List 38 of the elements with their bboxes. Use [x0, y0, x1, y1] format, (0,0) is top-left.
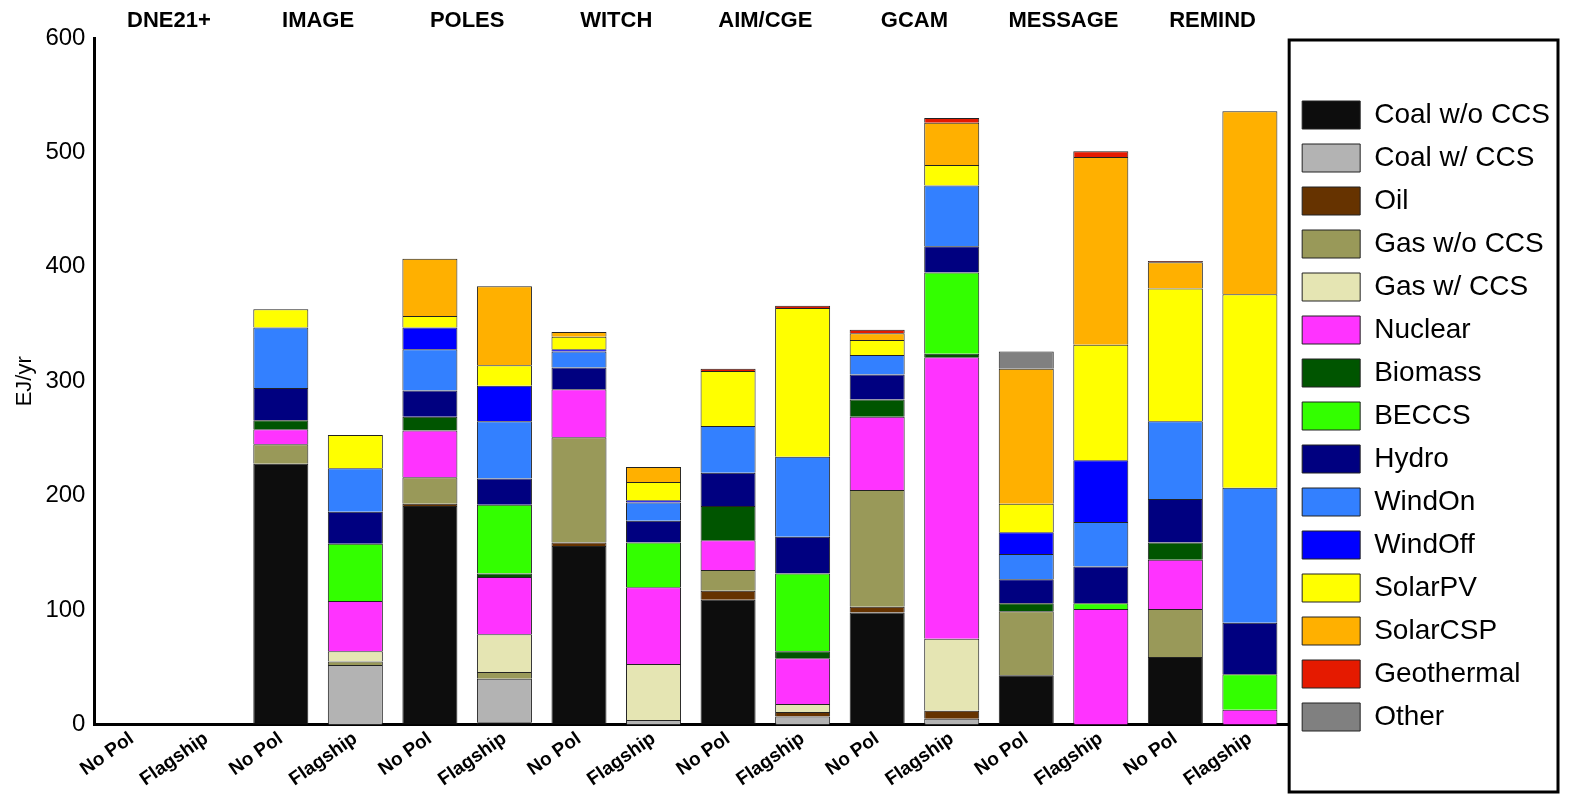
y-tick-label: 200: [45, 480, 86, 508]
legend-label: Hydro: [1374, 441, 1449, 473]
x-tick-label: No Pol: [970, 727, 1032, 779]
x-tick-label: No Pol: [373, 727, 436, 779]
legend-label: WindOff: [1374, 527, 1476, 559]
y-tick-label: 300: [45, 365, 86, 393]
y-axis-title: EJ/yr: [11, 356, 37, 407]
legend-label: Coal w/o CCS: [1374, 97, 1551, 129]
x-tick-label: No Pol: [821, 727, 883, 779]
legend-label: WindOn: [1374, 484, 1476, 516]
legend-label: BECCS: [1374, 398, 1471, 430]
x-tick-label: No Pol: [224, 727, 287, 779]
y-tick-label: 500: [45, 137, 86, 165]
text: IMAGE: [282, 7, 355, 33]
text: WITCH: [580, 7, 653, 33]
x-tick-label: No Pol: [522, 727, 585, 779]
legend-label: Gas w/o CCS: [1374, 226, 1544, 258]
text: AIM/CGE: [718, 7, 813, 33]
legend-label: SolarCSP: [1374, 613, 1498, 645]
y-tick-label: 400: [45, 251, 86, 279]
y-tick-label: 100: [45, 594, 86, 622]
legend-label: Nuclear: [1374, 312, 1471, 344]
text: REMIND: [1169, 7, 1257, 33]
text: MESSAGE: [1008, 7, 1119, 33]
text: POLES: [429, 7, 505, 33]
legend-label: SolarPV: [1374, 570, 1478, 602]
x-tick-label: No Pol: [1119, 727, 1181, 779]
text: DNE21+: [127, 7, 211, 33]
legend-label: Gas w/ CCS: [1374, 269, 1529, 301]
legend-label: Biomass: [1374, 355, 1482, 387]
legend-label: Other: [1374, 699, 1445, 731]
y-tick-label: 0: [72, 709, 86, 737]
legend-label: Oil: [1374, 183, 1409, 215]
legend-label: Coal w/ CCS: [1374, 140, 1535, 172]
legend-label: Geothermal: [1374, 656, 1521, 688]
y-tick-label: 600: [45, 22, 86, 50]
x-tick-label: No Pol: [672, 727, 734, 779]
text: GCAM: [880, 7, 949, 33]
